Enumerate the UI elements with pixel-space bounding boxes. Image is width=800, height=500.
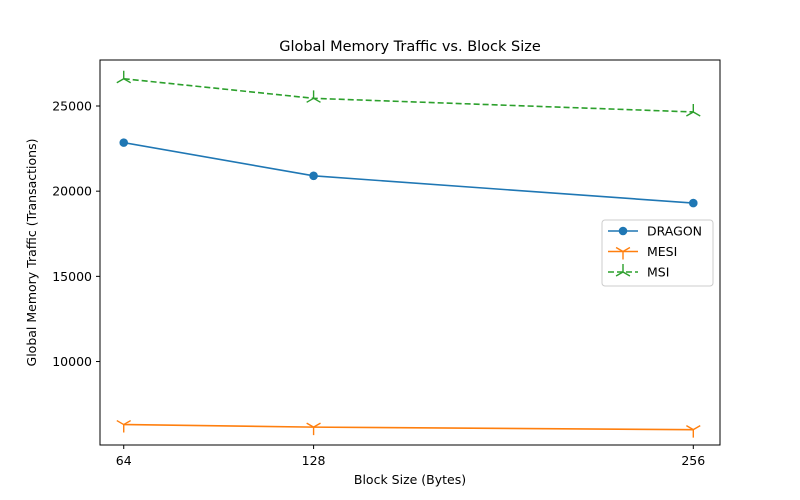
x-axis-ticks: 64 128 256 (116, 445, 705, 468)
series-layer (116, 70, 701, 438)
series-line-msi (123, 77, 694, 113)
legend-frame (601, 219, 714, 287)
legend-items: DRAGON MESI MSI (608, 224, 702, 280)
series-line-mesi (123, 423, 694, 431)
data-point-msi (306, 90, 321, 103)
legend-label-mesi: MESI (647, 244, 677, 259)
data-point-dragon (119, 138, 129, 147)
data-point-dragon (689, 198, 698, 208)
legend-marker-dragon (618, 226, 628, 236)
data-point-mesi (306, 422, 321, 436)
x-tick-label: 128 (302, 453, 326, 468)
data-point-msi (116, 70, 132, 84)
data-point-dragon (309, 171, 318, 181)
y-tick-label: 20000 (52, 184, 92, 199)
y-axis-ticks: 10000 15000 20000 25000 (52, 98, 100, 369)
legend-marker-msi (615, 264, 631, 277)
x-tick-label: 64 (116, 453, 132, 468)
legend-marker-mesi (615, 246, 631, 260)
y-tick-label: 10000 (52, 354, 92, 369)
legend: DRAGON MESI MSI (601, 219, 714, 287)
data-point-msi (686, 103, 701, 117)
chart-title: Global Memory Traffic vs. Block Size (279, 39, 541, 55)
y-tick-label: 25000 (52, 98, 92, 113)
y-axis-label: Global Memory Traffic (Transactions) (24, 139, 39, 367)
x-axis-label: Block Size (Bytes) (354, 472, 466, 487)
data-point-mesi (116, 419, 132, 433)
data-point-mesi (686, 425, 701, 438)
y-tick-label: 15000 (52, 269, 92, 284)
legend-label-dragon: DRAGON (647, 224, 702, 239)
plot-area-frame (99, 59, 721, 446)
legend-label-msi: MSI (647, 265, 669, 280)
x-tick-label: 256 (681, 453, 705, 468)
series-line-dragon (123, 141, 694, 204)
